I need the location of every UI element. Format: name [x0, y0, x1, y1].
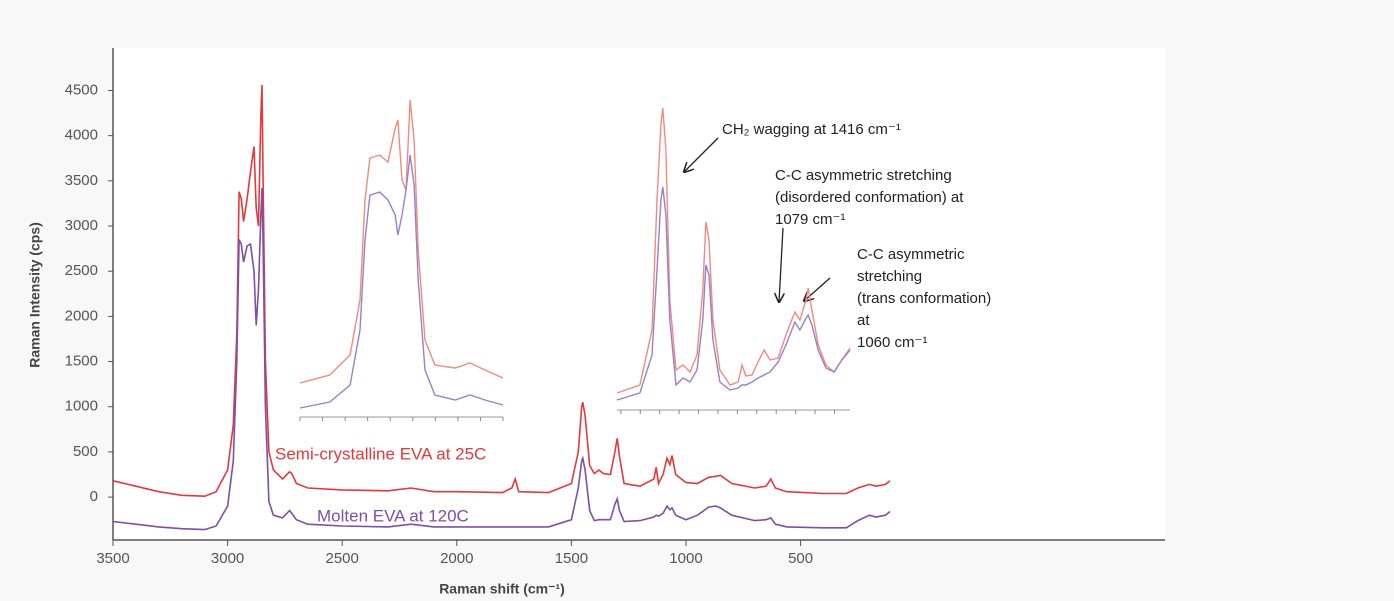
series-line [616, 186, 851, 401]
series-line [299, 100, 504, 384]
x-tick-label: 3000 [211, 550, 244, 567]
y-tick-label: 1500 [65, 353, 98, 370]
x-tick-label: 1500 [555, 550, 588, 567]
y-axis-title: Raman Intensity (cps) [27, 222, 43, 367]
series-line [299, 155, 504, 409]
arrow [804, 277, 831, 301]
x-tick-label: 2000 [440, 550, 473, 567]
y-tick-label: 4000 [65, 127, 98, 144]
y-tick-label: 500 [73, 443, 98, 460]
annotation: (trans conformation) [857, 290, 991, 307]
y-tick-label: 2500 [65, 262, 98, 279]
annotation: 1060 cm⁻¹ [857, 334, 927, 351]
plot-area [113, 48, 1165, 540]
series-label: Molten EVA at 120C [317, 506, 469, 525]
x-tick-label: 500 [788, 550, 813, 567]
series-line [112, 188, 891, 531]
x-tick-label: 3500 [96, 550, 129, 567]
arrow [779, 227, 783, 302]
series-line [616, 107, 851, 394]
y-tick-label: 1000 [65, 398, 98, 415]
series-line [112, 84, 891, 498]
arrow [684, 137, 719, 172]
y-tick-label: 4500 [65, 81, 98, 98]
annotation: 1079 cm⁻¹ [775, 211, 845, 228]
annotation: C-C asymmetric [857, 246, 965, 263]
annotation: CH₂ wagging at 1416 cm⁻¹ [722, 121, 901, 138]
series-label: Semi-crystalline EVA at 25C [275, 444, 486, 463]
annotation: at [857, 312, 870, 329]
x-tick-label: 2500 [326, 550, 359, 567]
annotation: stretching [857, 268, 922, 285]
y-tick-label: 2000 [65, 307, 98, 324]
annotation: C-C asymmetric stretching [775, 167, 952, 184]
y-tick-label: 0 [90, 488, 98, 505]
y-tick-label: 3500 [65, 172, 98, 189]
y-tick-label: 3000 [65, 217, 98, 234]
annotation: (disordered conformation) at [775, 189, 964, 206]
x-axis-title: Raman shift (cm⁻¹) [439, 581, 565, 597]
x-tick-label: 1000 [669, 550, 702, 567]
